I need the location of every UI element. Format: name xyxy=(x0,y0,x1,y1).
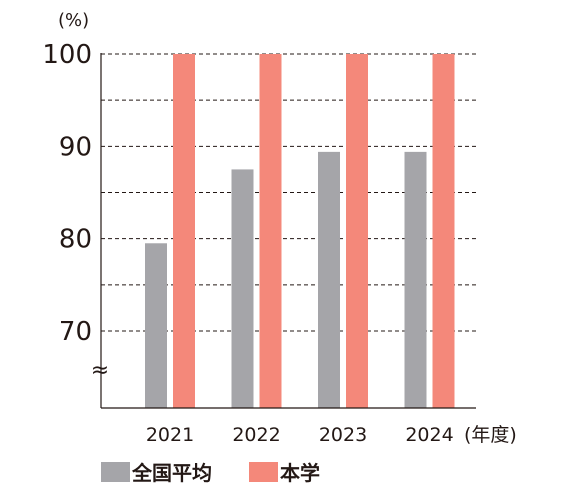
x-tick-label: 2021 xyxy=(146,424,194,446)
bar-national-average-2021 xyxy=(145,243,167,408)
y-tick-label: 100 xyxy=(42,40,92,70)
bar-national-average-2024 xyxy=(404,151,427,408)
bar-national-average-2023 xyxy=(318,151,340,408)
bars xyxy=(145,54,455,408)
axis-break-icon: ≈ xyxy=(91,358,109,383)
x-unit-label: (年度) xyxy=(464,424,517,446)
bar-university-2024 xyxy=(432,54,455,408)
bar-university-2021 xyxy=(173,54,195,408)
x-tick-label: 2023 xyxy=(319,424,367,446)
x-tick-label: 2022 xyxy=(232,424,280,446)
legend-label: 全国平均 xyxy=(131,461,212,485)
y-tick-labels: 70 80 90 100 xyxy=(42,40,92,347)
legend-swatch xyxy=(249,462,278,482)
x-tick-label: 2024 xyxy=(405,424,453,446)
bar-university-2023 xyxy=(346,54,368,408)
y-tick-label: 70 xyxy=(59,317,92,347)
bar-university-2022 xyxy=(259,54,282,408)
y-tick-label: 90 xyxy=(59,132,92,162)
axes: ≈ xyxy=(91,53,476,409)
legend: 全国平均 本学 xyxy=(101,461,320,485)
bar-national-average-2022 xyxy=(231,169,254,408)
y-unit-label: (%) xyxy=(58,10,89,31)
y-tick-label: 80 xyxy=(59,225,92,255)
x-tick-labels: 2021 2022 2023 2024 xyxy=(146,424,454,446)
legend-label: 本学 xyxy=(280,461,320,485)
legend-swatch xyxy=(101,462,130,482)
